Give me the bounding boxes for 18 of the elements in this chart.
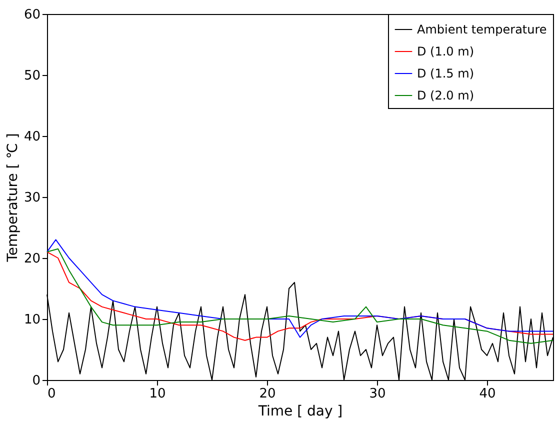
y-tick-label: 40: [24, 130, 40, 144]
y-tick-label: 10: [24, 312, 40, 328]
legend-label: Ambient temperature: [417, 22, 547, 36]
y-axis-title: Temperature [ ℃ ]: [4, 133, 21, 263]
y-tick-label: 50: [24, 68, 40, 84]
x-tick-label: 0: [48, 386, 56, 402]
y-tick-label: 30: [24, 190, 40, 206]
x-tick-label: 20: [259, 386, 276, 402]
legend-label: D (2.0 m): [417, 88, 474, 102]
legend-label: D (1.5 m): [417, 66, 474, 80]
x-tick-label: 40: [479, 386, 496, 402]
y-tick-label: 60: [24, 8, 40, 22]
y-tick-label: 0: [32, 374, 40, 388]
x-axis-title: Time [ day ]: [257, 404, 343, 420]
x-tick-label: 30: [369, 386, 386, 402]
y-tick-label: 20: [24, 252, 40, 266]
legend-label: D (1.0 m): [417, 44, 474, 58]
x-tick-label: 10: [149, 386, 166, 402]
